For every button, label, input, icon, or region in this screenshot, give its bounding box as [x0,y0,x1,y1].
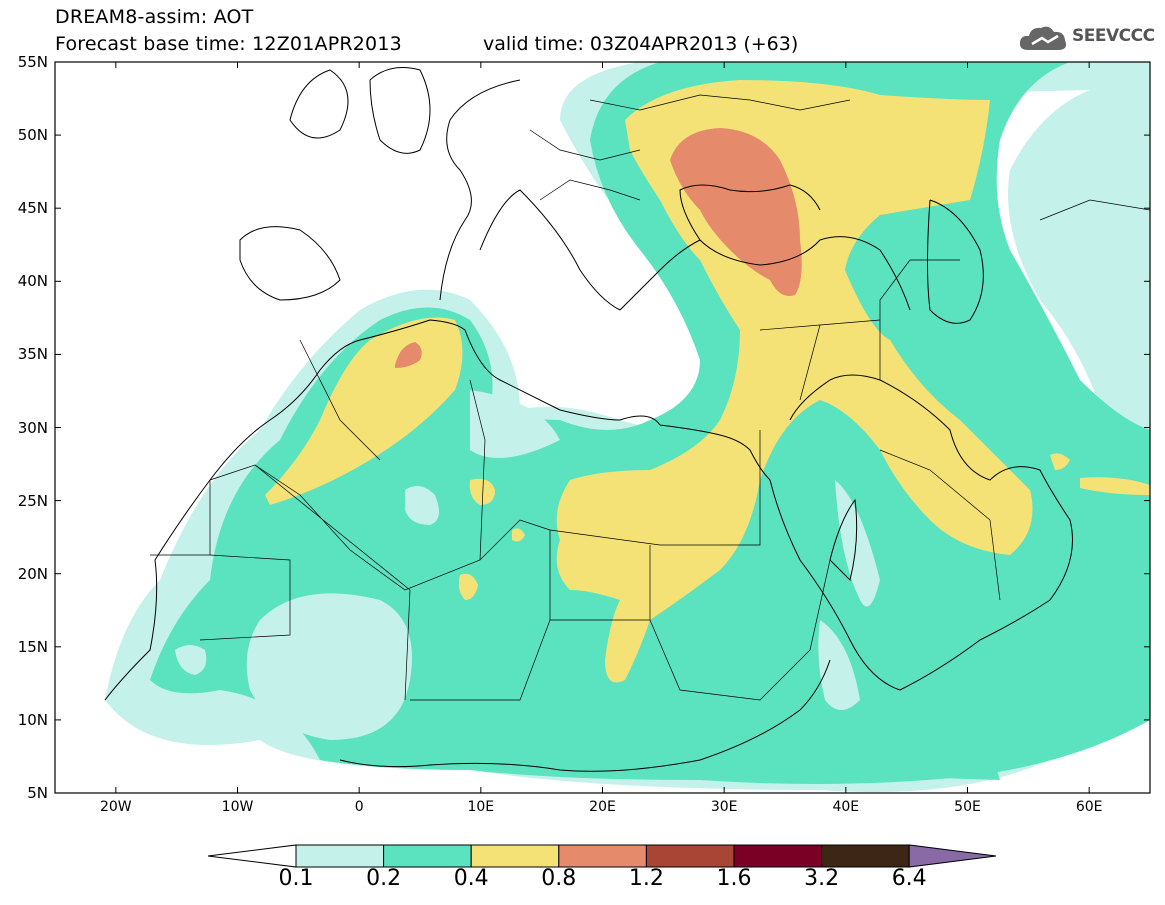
lon-label: 20W [99,799,132,815]
aot-0.2-region [150,62,1150,784]
legend-min-arrow [207,844,297,868]
lat-label: 45N [17,199,48,218]
lon-label: 0 [354,799,364,815]
aot-0.1-pockets [175,390,880,740]
aot-0.4-region [265,80,1150,683]
legend-swatch [470,844,560,868]
lat-label: 25N [17,491,48,510]
lat-label: 10N [17,710,48,729]
legend-swatch [733,844,823,868]
legend-level-label: 1.2 [628,866,664,891]
lon-label: 30E [710,799,738,815]
legend-swatch [558,844,647,868]
legend-level-label: 6.4 [891,866,927,891]
legend-swatch [295,844,385,868]
forecast-base-time: Forecast base time: 12Z01APR2013 [55,33,402,55]
lon-label: 40E [832,799,860,815]
seevccc-logo: SEEVCCC [1018,22,1158,56]
legend-level-label: 0.2 [366,866,402,891]
lon-label: 60E [1075,799,1103,815]
lon-ticks [115,62,1090,793]
legend-level-label: 0.8 [541,866,577,891]
lon-label: 50E [954,799,981,815]
lon-label: 10W [221,799,254,815]
lat-label: 30N [17,418,48,437]
cloud-icon [1019,26,1067,50]
lat-label: 15N [17,637,48,656]
legend-level-label: 0.1 [278,866,314,891]
legend-level-label: 0.4 [453,866,489,891]
lat-label: 35N [17,345,48,364]
legend-swatch [383,844,472,868]
country-borders [150,94,1150,701]
valid-time: valid time: 03Z04APR2013 (+63) [483,33,799,55]
aot-contours [105,62,1150,792]
lat-label: 55N [17,53,48,71]
legend-swatch [821,844,910,868]
logo-text: SEEVCCC [1072,26,1155,46]
lon-label: 10E [467,799,495,815]
legend-swatch [645,844,735,868]
legend-level-label: 3.2 [804,866,840,891]
aot-0.8-region [395,128,802,368]
lat-label: 50N [17,126,48,145]
lat-label: 5N [27,784,48,802]
legend-level-label: 1.6 [716,866,752,891]
coastlines [104,67,1073,772]
lon-label: 20E [589,799,616,815]
lat-label: 40N [17,272,48,291]
lat-label: 20N [17,564,48,583]
map-title: DREAM8-assim: AOT [55,6,254,28]
lat-ticks [55,61,1150,794]
legend-max-arrow [908,844,997,868]
